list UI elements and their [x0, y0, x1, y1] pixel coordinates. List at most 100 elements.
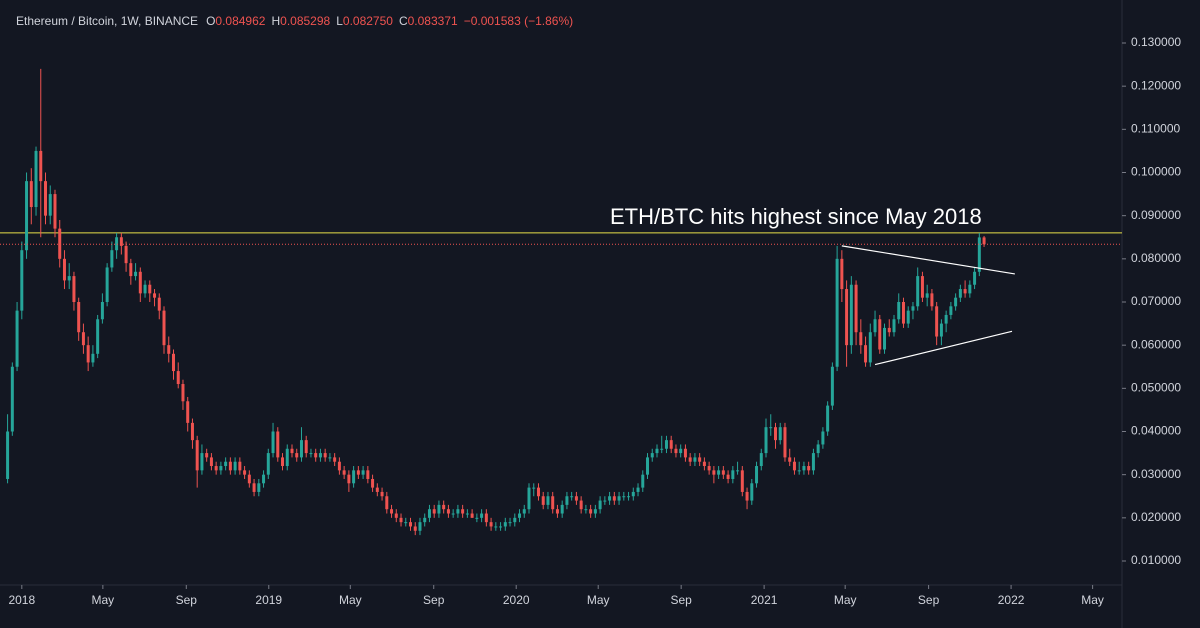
candle-body [920, 276, 924, 298]
ohlc-key: O [206, 14, 215, 28]
candle-body [712, 470, 716, 475]
candle-body [698, 457, 702, 462]
candle-body [702, 461, 706, 467]
legend-header: Ethereum / Bitcoin, 1W, BINANCE O0.084962… [16, 14, 573, 28]
candle-body [442, 504, 446, 510]
x-tick-label: 2021 [751, 593, 778, 607]
candle-body [337, 461, 341, 471]
x-tick-label: Sep [918, 593, 940, 607]
candle-body [200, 453, 204, 471]
x-tick-label: May [834, 593, 857, 607]
candle-body [513, 517, 517, 523]
candle-body [954, 297, 958, 307]
candle-body [617, 496, 621, 501]
candle-body [238, 461, 242, 471]
candle-body [811, 453, 815, 471]
candle-body [408, 522, 412, 527]
candle-body [465, 513, 469, 515]
candle-body [977, 237, 981, 272]
x-tick-label: Sep [670, 593, 692, 607]
candle-body [176, 371, 180, 385]
candle-body [423, 517, 427, 523]
candle-body [86, 345, 90, 363]
candle-body [91, 353, 95, 363]
candle-body [489, 522, 493, 527]
candle-body [551, 496, 555, 510]
candle-body [736, 470, 740, 472]
candle-body [390, 509, 394, 514]
candle-body [916, 276, 920, 307]
candle-body [427, 509, 431, 518]
candle-body [911, 306, 915, 311]
candle-body [44, 181, 48, 216]
candle-body [309, 453, 313, 455]
candle-body [646, 457, 650, 475]
candle-body [413, 526, 417, 531]
candle-body [527, 487, 531, 510]
y-tick-label: 0.120000 [1131, 78, 1181, 92]
candle-body [62, 258, 66, 281]
x-tick-label: May [92, 593, 115, 607]
candle-body [461, 509, 465, 514]
candle-body [299, 440, 303, 458]
candle-body [129, 263, 133, 277]
candle-body [347, 474, 351, 484]
candle-body [579, 500, 583, 510]
candle-body [598, 500, 602, 510]
candle-body [859, 332, 863, 346]
candle-body [830, 366, 834, 406]
candle-body [100, 302, 104, 320]
candle-body [323, 453, 327, 458]
candle-body [34, 150, 38, 208]
ohlc-value: 0.085298 [280, 14, 330, 28]
candle-body [290, 448, 294, 454]
candle-body [892, 319, 896, 333]
candle-body [186, 401, 190, 423]
candle-body [328, 457, 332, 459]
candle-body [437, 504, 441, 514]
candle-body [243, 470, 247, 475]
ohlc-value: 0.082750 [343, 14, 393, 28]
candle-body [181, 384, 185, 402]
candle-body [209, 457, 213, 467]
candle-body [195, 440, 199, 471]
candle-body [110, 250, 114, 268]
candle-body [446, 509, 450, 514]
x-tick-label: 2022 [998, 593, 1025, 607]
candle-body [660, 448, 664, 450]
candle-body [674, 448, 678, 454]
candle-body [233, 461, 237, 471]
candle-body [451, 513, 455, 515]
candle-body [318, 453, 322, 458]
candle-body [366, 470, 370, 479]
candle-body [262, 474, 266, 484]
candle-body [219, 466, 223, 471]
candle-body [546, 496, 550, 505]
candle-body [15, 310, 19, 367]
candle-body [494, 526, 498, 528]
candle-body [281, 457, 285, 467]
candle-body [755, 466, 759, 484]
candle-body [963, 289, 967, 294]
ohlc-value: 0.083371 [408, 14, 458, 28]
candle-body [930, 293, 934, 307]
candle-body [276, 431, 280, 458]
y-tick-label: 0.070000 [1131, 294, 1181, 308]
candle-body [958, 289, 962, 298]
candle-body [740, 470, 744, 492]
x-tick-label: May [339, 593, 362, 607]
x-tick-label: 2018 [8, 593, 35, 607]
candle-body [868, 332, 872, 363]
candle-body [726, 474, 730, 479]
candle-body [67, 276, 71, 281]
candle-body [77, 302, 81, 333]
candle-body [589, 509, 593, 514]
candle-body [252, 483, 256, 492]
candle-body [721, 470, 725, 475]
candle-body [845, 289, 849, 346]
candle-body [792, 461, 796, 471]
candle-body [878, 319, 882, 350]
candle-body [522, 509, 526, 514]
